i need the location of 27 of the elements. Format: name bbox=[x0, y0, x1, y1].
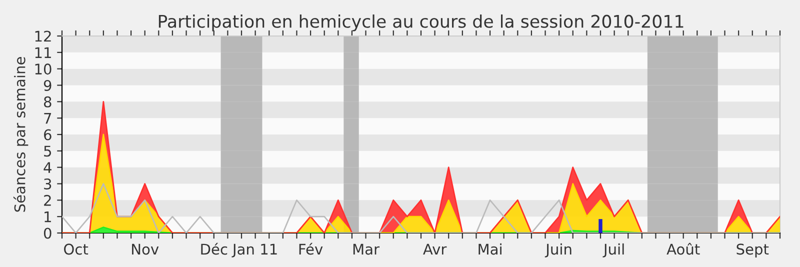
x-tick-label: Août bbox=[666, 242, 700, 255]
chart-title: Participation en hemicycle au cours de la session 2010-2011 bbox=[158, 14, 684, 32]
x-tick-label: Nov bbox=[132, 244, 159, 255]
y-tick-label: 12 bbox=[35, 30, 51, 42]
y-tick-label: 4 bbox=[44, 162, 52, 173]
x-tick-label: Oct bbox=[64, 244, 88, 255]
x-tick-label: Mar bbox=[353, 244, 380, 255]
y-tick-label: 0 bbox=[44, 228, 52, 239]
x-tick-label: Mai bbox=[478, 243, 502, 255]
x-tick-label: Jan 11 bbox=[232, 244, 277, 258]
y-tick-label: 6 bbox=[44, 129, 52, 140]
y-tick-label: 5 bbox=[44, 146, 52, 157]
y-tick-label: 9 bbox=[44, 80, 52, 91]
y-tick-label: 7 bbox=[44, 112, 52, 124]
x-tick-label: Fév bbox=[299, 242, 323, 255]
y-tick-label: 1 bbox=[44, 211, 51, 222]
y-tick-label: 10 bbox=[35, 64, 52, 75]
x-tick-label: Avr bbox=[423, 244, 447, 254]
x-tick-label: Déc bbox=[201, 242, 228, 255]
y-tick-label: 2 bbox=[44, 194, 51, 206]
y-axis-title: Séances par semaine bbox=[13, 57, 28, 212]
y-tick-label: 11 bbox=[35, 47, 51, 58]
x-tick-label: Juil bbox=[602, 243, 624, 258]
x-tick-label: Juin bbox=[544, 243, 572, 258]
y-tick-label: 3 bbox=[44, 178, 52, 190]
y-tick-label: 8 bbox=[44, 96, 52, 108]
x-tick-label: Sept bbox=[736, 244, 769, 258]
